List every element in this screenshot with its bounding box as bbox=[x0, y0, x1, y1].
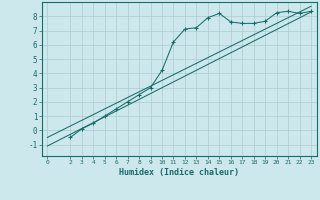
X-axis label: Humidex (Indice chaleur): Humidex (Indice chaleur) bbox=[119, 168, 239, 177]
